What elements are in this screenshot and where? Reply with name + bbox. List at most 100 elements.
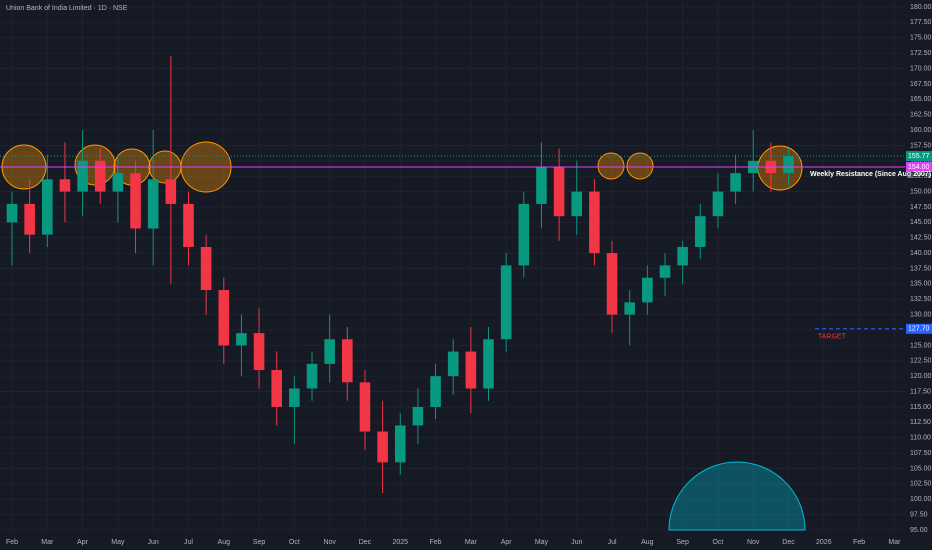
- x-tick-label: Feb: [853, 539, 865, 546]
- grid: [0, 0, 905, 531]
- candle-body: [412, 406, 424, 426]
- candle-body: [183, 203, 194, 247]
- y-tick-label: 105.00: [910, 465, 932, 472]
- x-tick-label: Mar: [41, 539, 54, 546]
- candle-body: [642, 277, 653, 303]
- x-tick-label: Nov: [747, 539, 760, 546]
- x-tick-label: Oct: [289, 539, 300, 546]
- candle-body: [236, 333, 247, 346]
- level-text: TARGET: [818, 334, 847, 341]
- y-tick-label: 157.50: [910, 142, 932, 149]
- y-tick-label: 115.00: [910, 404, 931, 411]
- candle-body: [6, 203, 18, 223]
- candle-body: [77, 160, 88, 192]
- x-tick-label: 2025: [392, 539, 408, 546]
- circle: [626, 152, 654, 180]
- candle-body: [130, 173, 141, 229]
- candle-body: [483, 339, 494, 389]
- y-tick-label: 95.00: [910, 527, 928, 534]
- x-tick-label: Dec: [359, 539, 372, 546]
- candle-body: [500, 265, 512, 340]
- x-tick-label: 2026: [816, 539, 832, 546]
- candle-body: [677, 246, 688, 266]
- y-tick-label: 165.00: [910, 96, 932, 103]
- y-tick-label: 97.50: [910, 511, 928, 518]
- x-tick-label: Aug: [641, 539, 654, 546]
- candle-body: [289, 388, 300, 407]
- y-tick-label: 110.00: [910, 435, 931, 442]
- y-tick-label: 140.00: [910, 250, 932, 257]
- candle-body: [394, 425, 406, 463]
- x-tick-label: Nov: [323, 539, 336, 546]
- x-tick-label: Apr: [77, 539, 89, 546]
- candle-body: [342, 339, 353, 383]
- chart-title: Union Bank of India Limited · 1D · NSE: [6, 5, 128, 12]
- candle-body: [730, 173, 741, 192]
- candle-body: [571, 191, 583, 217]
- x-tick-label: Sep: [676, 539, 689, 546]
- x-tick-label: Jul: [184, 539, 193, 546]
- y-tick-label: 160.00: [910, 127, 932, 134]
- candle-body: [518, 203, 530, 266]
- y-tick-label: 125.00: [910, 342, 932, 349]
- volume-dome: [668, 461, 806, 531]
- y-tick-label: 120.00: [910, 373, 932, 380]
- candle-body: [59, 179, 71, 192]
- y-tick-label: 172.50: [910, 50, 932, 57]
- y-tick-label: 150.00: [910, 188, 932, 195]
- x-tick-label: Mar: [888, 539, 901, 546]
- candle-body: [783, 156, 794, 174]
- candle-body: [271, 370, 283, 407]
- candle-body: [447, 351, 459, 377]
- level-value: 154.00: [908, 164, 930, 171]
- last-price-tag: [906, 151, 932, 162]
- x-tick-label: Jun: [148, 539, 159, 546]
- candle-body: [200, 246, 212, 291]
- candle-body: [112, 173, 124, 192]
- y-tick-label: 122.50: [910, 358, 932, 365]
- candle-body: [694, 216, 706, 247]
- candle-body: [553, 166, 565, 217]
- x-tick-label: Feb: [430, 539, 442, 546]
- candle-body: [324, 339, 335, 364]
- circle: [597, 152, 625, 180]
- candle-body: [306, 363, 318, 389]
- y-tick-label: 102.50: [910, 481, 932, 488]
- x-tick-label: Jul: [608, 539, 617, 546]
- x-tick-label: May: [535, 539, 549, 546]
- last-price-label: 155.77: [908, 153, 930, 160]
- candle-body: [465, 351, 477, 389]
- candle-body: [24, 203, 35, 235]
- y-tick-label: 180.00: [910, 4, 932, 11]
- candle-body: [377, 431, 388, 463]
- candle-body: [359, 382, 371, 432]
- circle: [757, 145, 803, 191]
- x-tick-label: Sep: [253, 539, 266, 546]
- y-tick-label: 155.00: [910, 158, 932, 165]
- y-tick-label: 142.50: [910, 235, 932, 242]
- y-tick-label: 137.50: [910, 265, 932, 272]
- x-tick-label: Aug: [218, 539, 231, 546]
- candle-body: [589, 191, 600, 254]
- y-tick-label: 175.00: [910, 35, 932, 42]
- candle-body: [253, 333, 265, 371]
- candle-body: [536, 166, 547, 204]
- candle-body: [606, 253, 618, 315]
- x-tick-label: Dec: [782, 539, 795, 546]
- candle-body: [42, 179, 53, 235]
- x-tick-label: Mar: [465, 539, 478, 546]
- y-tick-label: 117.50: [910, 388, 931, 395]
- y-tick-label: 135.00: [910, 281, 932, 288]
- y-tick-label: 177.50: [910, 19, 932, 26]
- level-text: Weekly Resistance (Since Aug 2007): [810, 171, 931, 178]
- x-tick-label: Oct: [712, 539, 723, 546]
- y-tick-label: 170.00: [910, 65, 932, 72]
- y-tick-label: 107.50: [910, 450, 932, 457]
- candle-body: [218, 290, 230, 346]
- level-tag: [906, 161, 932, 172]
- x-tick-label: Feb: [6, 539, 18, 546]
- level-value: 127.70: [908, 326, 930, 333]
